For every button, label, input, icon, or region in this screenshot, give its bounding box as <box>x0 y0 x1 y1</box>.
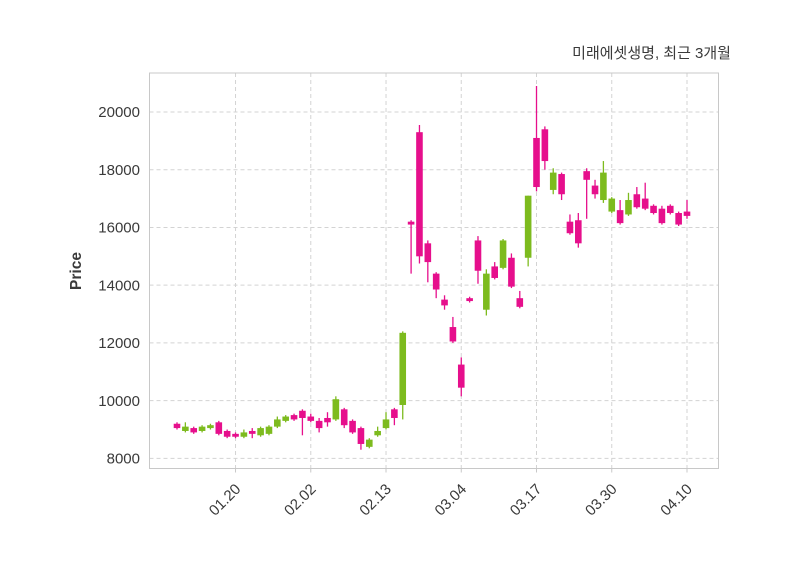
x-tick-label: 01.20 <box>206 481 245 520</box>
candle-body <box>232 433 239 437</box>
candle-body <box>307 416 315 421</box>
candle-body <box>248 430 256 434</box>
candle-body <box>441 299 448 306</box>
candle-body <box>449 327 457 342</box>
candle-body <box>566 221 574 234</box>
candle-body <box>675 213 682 225</box>
candle-body <box>641 198 649 209</box>
candle-body <box>474 240 482 271</box>
candle-body <box>516 298 524 307</box>
candle-body <box>666 205 674 214</box>
candle-body <box>683 211 691 216</box>
candle-body <box>633 194 641 208</box>
candle-body <box>282 416 289 421</box>
y-axis-label: Price <box>68 252 85 290</box>
candle-body <box>382 419 390 429</box>
candle-body <box>583 171 590 180</box>
candle-body <box>608 198 616 212</box>
y-tick-label: 18000 <box>98 162 140 179</box>
candle-body <box>265 426 273 434</box>
x-tick-label: 03.17 <box>507 481 546 520</box>
candle-body <box>173 423 181 429</box>
candle-body <box>650 205 657 214</box>
plot-border <box>149 72 719 469</box>
y-tick-label: 20000 <box>98 104 140 121</box>
candle-body <box>207 425 214 429</box>
candle-body <box>558 174 565 195</box>
candle-body <box>290 415 298 420</box>
candle-body <box>483 273 490 310</box>
candle-body <box>591 185 599 195</box>
x-tick-label: 02.02 <box>281 481 320 520</box>
x-tick-label: 02.13 <box>356 481 395 520</box>
candle-body <box>549 172 557 190</box>
candle-body <box>424 243 432 263</box>
candle-body <box>223 430 231 437</box>
candle-body <box>457 364 465 388</box>
candle-body <box>332 399 340 420</box>
x-tick-label: 04.10 <box>657 481 696 520</box>
candle-body <box>240 432 248 437</box>
candle-body <box>616 210 624 224</box>
candle-body <box>357 428 365 444</box>
candle-body <box>257 428 264 436</box>
gridlines <box>149 73 719 469</box>
candle-body <box>508 257 515 287</box>
candle-body <box>365 439 373 447</box>
y-tick-label: 10000 <box>98 393 140 410</box>
candle-body <box>324 417 331 423</box>
candle-body <box>215 422 223 434</box>
x-tick-label: 03.30 <box>582 481 621 520</box>
candle-body <box>466 298 473 302</box>
candles-layer <box>173 85 691 450</box>
y-tick-label: 12000 <box>98 335 140 352</box>
candle-body <box>491 266 499 278</box>
candle-body <box>391 409 398 418</box>
candle-body <box>524 195 532 258</box>
candle-body <box>432 273 440 290</box>
y-tick-label: 8000 <box>107 451 140 468</box>
chart-title: 미래에셋생명, 최근 3개월 <box>572 45 731 62</box>
candle-body <box>541 129 549 162</box>
candle-body <box>198 426 206 431</box>
candle-body <box>399 332 407 405</box>
y-axis-tick-labels: 8000 10000 12000 14000 16000 18000 20000 <box>98 104 140 467</box>
candle-body <box>575 220 582 244</box>
candle-body <box>274 419 281 427</box>
candle-body <box>340 409 348 426</box>
candle-body <box>374 430 381 436</box>
candle-body <box>182 426 189 431</box>
x-axis-tick-labels: 01.20 02.02 02.13 03.04 03.17 03.30 04.10 <box>206 468 696 520</box>
candle-body <box>625 200 632 215</box>
candle-body <box>533 137 540 188</box>
y-tick-label: 16000 <box>98 220 140 237</box>
candle-body <box>416 132 423 257</box>
candle-body <box>499 240 507 268</box>
candle-body <box>600 172 607 201</box>
candle-body <box>190 428 198 433</box>
candle-body <box>349 420 356 433</box>
candle-body <box>315 420 323 429</box>
y-tick-label: 14000 <box>98 277 140 294</box>
candle-body <box>658 208 666 224</box>
candle-body <box>407 221 415 225</box>
candle-body <box>299 410 306 418</box>
x-tick-label: 03.04 <box>432 481 471 520</box>
